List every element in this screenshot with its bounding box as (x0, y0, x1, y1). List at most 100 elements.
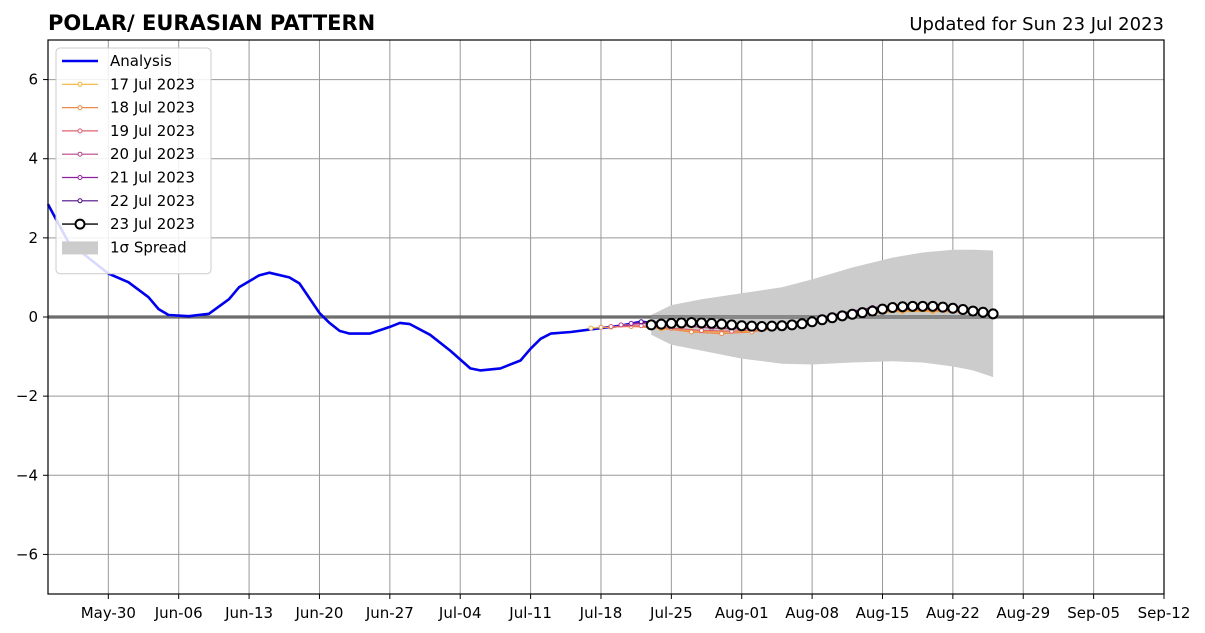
x-tick-label: Aug-29 (996, 604, 1050, 622)
series-point (806, 316, 818, 328)
legend: Analysis 17 Jul 2023 18 Jul 2023 19 Jul 202… (55, 47, 212, 275)
series-point (907, 300, 919, 312)
series-point (716, 318, 728, 330)
x-tick-label: Aug-15 (856, 604, 910, 622)
legend-item: Analysis (62, 52, 172, 70)
series-point (937, 301, 949, 313)
series-point (897, 301, 909, 313)
chart-title: POLAR/ EURASIAN PATTERN (48, 11, 375, 35)
x-tick-label: Sep-12 (1138, 604, 1191, 622)
series-point (665, 317, 677, 329)
series-point (685, 317, 697, 329)
series-point (766, 320, 778, 332)
plot-area: May-30 Jun-06 Jun-13 Jun-20 Jun-27 Jul-04 Jul-… (16, 39, 1191, 622)
x-tick-label: Jul-25 (649, 604, 693, 622)
series-point (796, 318, 808, 330)
series-point (675, 317, 687, 329)
series-point (786, 319, 798, 331)
axes-frame (47, 39, 1165, 595)
legend-swatch-marker (77, 105, 83, 111)
y-tick-label: −2 (16, 387, 38, 405)
series-point (957, 303, 969, 315)
x-tick-label: Aug-08 (785, 604, 839, 622)
chart-subtitle: Updated for Sun 23 Jul 2023 (909, 14, 1164, 35)
y-tick-label: −6 (16, 545, 38, 563)
legend-item: 20 Jul 2023 (62, 145, 195, 163)
series-point (736, 320, 748, 332)
legend-label: 21 Jul 2023 (110, 169, 195, 187)
series-line (46, 203, 652, 372)
series-point (977, 306, 989, 318)
series-point (816, 314, 828, 326)
series-point (706, 317, 718, 329)
legend-item: 22 Jul 2023 (62, 192, 195, 210)
series-point (608, 323, 614, 329)
x-tick-label: Jun-06 (154, 604, 203, 622)
legend-label: 18 Jul 2023 (110, 99, 195, 117)
series-point (836, 310, 848, 322)
series-point (598, 324, 604, 330)
legend-swatch-marker (77, 175, 83, 180)
legend-item: 21 Jul 2023 (62, 169, 195, 187)
legend-box (55, 47, 212, 275)
series-point (876, 303, 888, 315)
spread-band (651, 249, 994, 378)
series-point (756, 320, 768, 332)
x-tick-label: Aug-22 (926, 604, 980, 622)
legend-item: 1σ Spread (62, 238, 187, 256)
x-tick-label: Jul-18 (579, 604, 623, 622)
legend-swatch (62, 241, 98, 255)
series-7 (645, 300, 999, 332)
series-point (645, 319, 657, 331)
series-point (638, 319, 644, 325)
x-tick-label: May-30 (81, 604, 136, 622)
legend-label: 1σ Spread (110, 238, 187, 256)
series-point (628, 320, 634, 326)
legend-label: 22 Jul 2023 (110, 192, 195, 210)
legend-swatch-marker (74, 218, 86, 230)
series-point (618, 322, 624, 328)
series-0 (46, 203, 652, 372)
legend-label: 19 Jul 2023 (110, 122, 195, 140)
legend-label: 17 Jul 2023 (110, 75, 195, 93)
series-point (826, 312, 838, 324)
legend-item: 23 Jul 2023 (62, 215, 195, 233)
x-tick-label: Jul-04 (438, 604, 482, 622)
legend-swatch-marker (77, 81, 83, 87)
legend-swatch-marker (77, 128, 83, 134)
series-point (887, 302, 899, 314)
y-tick-label: −4 (16, 466, 38, 484)
legend-item: 18 Jul 2023 (62, 99, 195, 117)
series-point (726, 319, 738, 331)
legend-label: 20 Jul 2023 (110, 145, 195, 163)
legend-label: 23 Jul 2023 (110, 215, 195, 233)
legend-item: 17 Jul 2023 (62, 75, 195, 93)
series-point (927, 300, 939, 312)
legend-swatch-marker (77, 198, 83, 204)
series-point (655, 318, 667, 330)
series-point (987, 308, 999, 320)
y-tick-label: 2 (28, 229, 38, 247)
y-tick-label: 6 (28, 71, 38, 89)
grid: May-30 Jun-06 Jun-13 Jun-20 Jun-27 Jul-04 Jul-… (16, 40, 1191, 622)
series-point (746, 320, 758, 332)
legend-swatch-marker (77, 151, 83, 157)
series-point (776, 320, 788, 332)
series-point (856, 307, 868, 319)
x-tick-label: Jun-27 (365, 604, 414, 622)
series-point (967, 305, 979, 317)
series-point (696, 317, 708, 329)
legend-item: 19 Jul 2023 (62, 122, 195, 140)
series-point (947, 302, 959, 314)
y-tick-label: 4 (28, 150, 38, 168)
series-point (917, 300, 929, 312)
series-point (688, 329, 694, 335)
series-point (866, 305, 878, 317)
series-point (719, 331, 725, 337)
series-point (699, 327, 705, 333)
x-tick-label: Aug-01 (715, 604, 769, 622)
series-point (846, 308, 858, 320)
legend-label: Analysis (110, 52, 172, 70)
